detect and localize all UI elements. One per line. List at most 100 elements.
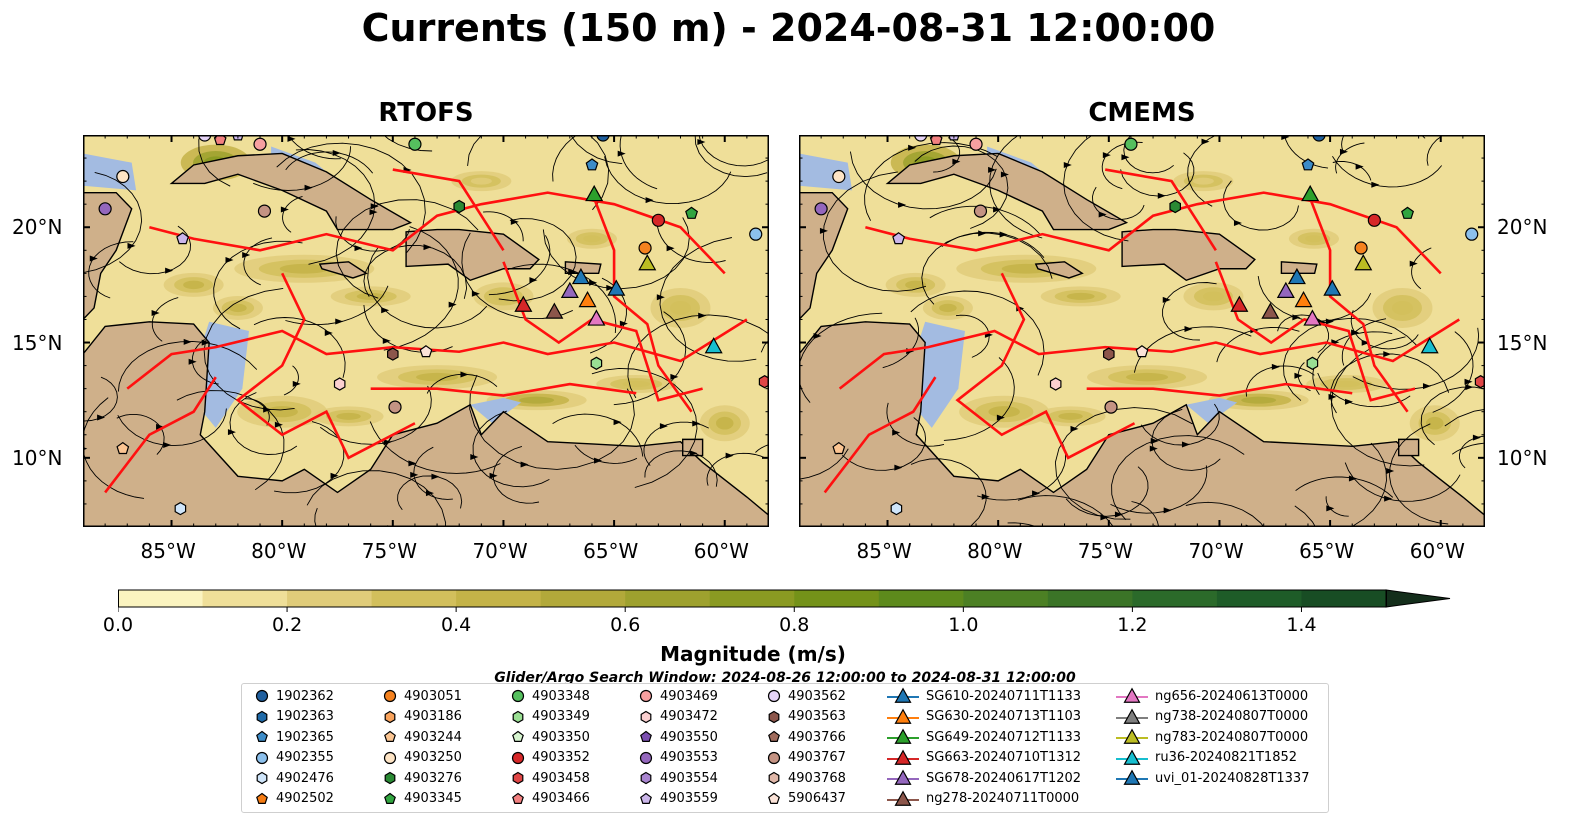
argo-marker-4903458[interactable] xyxy=(758,375,769,389)
glider-marker-ng783-20240807T0000[interactable] xyxy=(1354,254,1373,271)
argo-marker-4903767[interactable] xyxy=(973,204,988,218)
colorbar xyxy=(118,589,1451,612)
glider-marker-ng783-20240807T0000[interactable] xyxy=(638,254,657,271)
argo-marker-4903469[interactable] xyxy=(969,137,983,151)
y-tick-label-left: 15°N xyxy=(12,330,63,355)
glider-marker-ng656-20240613T0000[interactable] xyxy=(587,309,606,326)
legend-item: 4903472 xyxy=(638,707,718,727)
argo-marker-4902355[interactable] xyxy=(1465,227,1479,241)
glider-marker-SG663-20240710T1312[interactable] xyxy=(514,295,533,312)
argo-marker-4903352[interactable] xyxy=(651,213,665,227)
argo-marker-4903051[interactable] xyxy=(638,241,652,255)
glider-marker-SG663-20240710T1312[interactable] xyxy=(1230,295,1249,312)
argo-marker-5906437[interactable] xyxy=(1135,345,1149,358)
glider-marker-SG610-20240711T1133[interactable] xyxy=(571,267,590,285)
legend-label: 4903563 xyxy=(788,709,846,724)
x-tick-label: 80°W xyxy=(251,539,307,563)
argo-marker-4903767[interactable] xyxy=(388,400,402,414)
colorbar-tick-label: 1.4 xyxy=(1286,614,1317,636)
glider-marker-ru36-20240821T1852[interactable] xyxy=(1420,337,1439,354)
argo-marker-4903051[interactable] xyxy=(1354,241,1368,255)
argo-marker-4903559[interactable] xyxy=(892,232,906,245)
argo-marker-1902365[interactable] xyxy=(1301,158,1315,171)
argo-marker-4903767[interactable] xyxy=(257,204,272,218)
legend-label: 4903348 xyxy=(532,688,590,704)
glider-marker-uvi_01-20240828T1337[interactable] xyxy=(1323,279,1342,296)
glider-marker-SG649-20240712T1133[interactable] xyxy=(1301,184,1320,202)
legend-marker-pentagon-icon xyxy=(640,730,652,742)
glider-marker-ru36-20240821T1852[interactable] xyxy=(704,337,723,354)
legend-marker-circle-icon xyxy=(511,689,525,703)
argo-marker-4903563[interactable] xyxy=(387,347,399,361)
glider-marker-SG678-20240617T1202[interactable] xyxy=(1276,281,1295,298)
colorbar-tick-label: 0.6 xyxy=(610,614,641,636)
glider-marker-ng656-20240613T0000[interactable] xyxy=(1303,309,1322,326)
colorbar-segment xyxy=(371,590,457,607)
legend-marker-circle-icon xyxy=(383,689,397,703)
colorbar-extend-arrow xyxy=(1385,589,1451,608)
argo-marker-5906437[interactable] xyxy=(419,345,433,358)
argo-marker-4903458[interactable] xyxy=(1474,375,1485,389)
x-tick-label: 80°W xyxy=(967,539,1023,563)
argo-marker-4903345[interactable] xyxy=(1401,206,1415,219)
glider-marker-SG610-20240711T1133[interactable] xyxy=(1287,267,1306,285)
argo-marker-4903348[interactable] xyxy=(1124,137,1138,151)
argo-marker-4903767[interactable] xyxy=(1104,400,1118,414)
glider-marker-uvi_01-20240828T1337[interactable] xyxy=(607,279,626,296)
glider-marker-ng278-20240711T0000[interactable] xyxy=(1261,302,1280,319)
argo-marker-4903276[interactable] xyxy=(1169,199,1181,214)
legend-marker-circle-icon xyxy=(383,751,397,764)
argo-marker-4903559[interactable] xyxy=(176,232,190,245)
argo-marker-4903553[interactable] xyxy=(814,202,828,216)
argo-marker-4903250[interactable] xyxy=(832,169,846,184)
map-frame xyxy=(799,135,1485,527)
glider-marker-SG630-20240713T1103[interactable] xyxy=(578,290,597,308)
legend-item: SG663-20240710T1312 xyxy=(886,748,1081,768)
legend-marker-pentagon-icon xyxy=(512,792,524,804)
legend-item: ng656-20240613T0000 xyxy=(1115,686,1308,706)
argo-marker-4903469[interactable] xyxy=(253,137,267,151)
argo-marker-4903348[interactable] xyxy=(408,137,422,151)
legend-item: 4903554 xyxy=(638,768,718,788)
argo-marker-4903345[interactable] xyxy=(685,206,699,219)
legend-label: 4903349 xyxy=(532,709,590,724)
legend-item: SG610-20240711T1133 xyxy=(886,686,1081,706)
colorbar-segment xyxy=(709,590,795,607)
argo-marker-4902476[interactable] xyxy=(174,501,187,516)
argo-marker-4903349[interactable] xyxy=(1306,356,1319,370)
legend-label: 1902362 xyxy=(276,688,334,704)
argo-marker-4903276[interactable] xyxy=(453,199,465,214)
legend-marker-pentagon-icon xyxy=(384,792,396,804)
legend-label: 4903350 xyxy=(532,729,590,745)
argo-marker-1902365[interactable] xyxy=(585,158,599,171)
glider-marker-SG678-20240617T1202[interactable] xyxy=(560,281,579,298)
colorbar-tick-label: 0.4 xyxy=(441,614,472,636)
argo-marker-4903472[interactable] xyxy=(1049,377,1062,391)
argo-marker-4903244[interactable] xyxy=(832,441,846,455)
argo-marker-4903563[interactable] xyxy=(1103,347,1115,361)
argo-marker-4902355[interactable] xyxy=(749,227,763,241)
glider-marker-SG649-20240712T1133[interactable] xyxy=(585,184,604,202)
legend-item: 1902362 xyxy=(254,686,334,706)
legend-label: 4903244 xyxy=(404,729,462,745)
search-window-text: Glider/Argo Search Window: 2024-08-26 12… xyxy=(494,670,1076,686)
argo-marker-4903352[interactable] xyxy=(1367,213,1381,227)
glider-marker-SG630-20240713T1103[interactable] xyxy=(1294,290,1313,308)
legend-label: 4903051 xyxy=(404,688,462,704)
legend-label: 4903550 xyxy=(660,729,718,745)
legend-label: 4903276 xyxy=(404,770,462,786)
argo-marker-4903244[interactable] xyxy=(116,441,130,455)
argo-marker-4903250[interactable] xyxy=(116,169,130,184)
glider-positions xyxy=(1230,184,1439,354)
glider-marker-ng278-20240711T0000[interactable] xyxy=(545,302,564,319)
argo-marker-4903349[interactable] xyxy=(590,356,603,370)
legend-item: 4903767 xyxy=(766,748,846,768)
argo-marker-4903553[interactable] xyxy=(98,202,112,216)
argo-marker-4902476[interactable] xyxy=(890,501,903,516)
map-panel-cmems[interactable] xyxy=(799,135,1485,527)
legend-marker-triangle-icon xyxy=(887,769,919,785)
legend-marker-hexagon-icon xyxy=(768,710,780,723)
argo-marker-4903472[interactable] xyxy=(333,377,346,391)
map-panel-rtofs[interactable] xyxy=(83,135,769,527)
legend-item: 4903562 xyxy=(766,686,846,706)
